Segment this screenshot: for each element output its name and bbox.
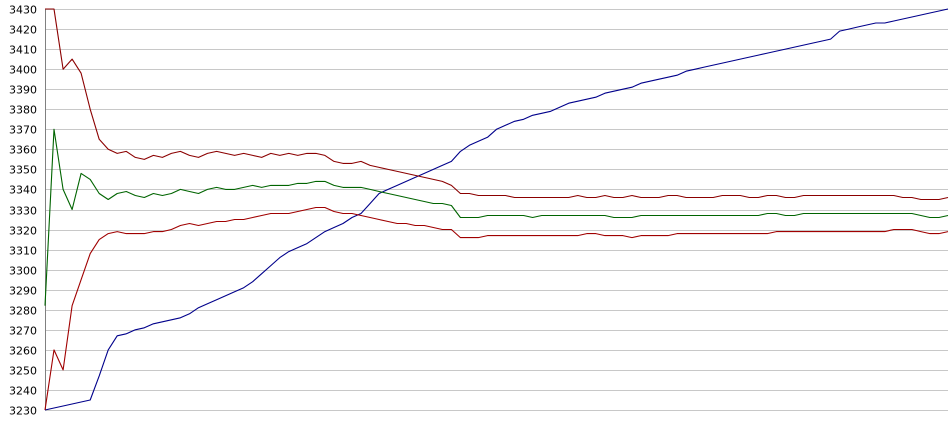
- y-tick-label-3400: 3400: [9, 64, 37, 77]
- y-tick-label-3260: 3260: [9, 345, 37, 358]
- series-line-3: [44, 128, 949, 306]
- y-tick-label-3250: 3250: [9, 365, 37, 378]
- y-tick-label-3270: 3270: [9, 325, 37, 338]
- y-tick-label-3430: 3430: [9, 4, 37, 17]
- y-tick-label-3350: 3350: [9, 164, 37, 177]
- y-tick-label-3310: 3310: [9, 245, 37, 258]
- y-tick-label-3410: 3410: [9, 44, 37, 57]
- y-tick-label-3320: 3320: [9, 225, 37, 238]
- y-tick-label-3280: 3280: [9, 305, 37, 318]
- series-line-2: [45, 8, 949, 201]
- y-tick-label-3370: 3370: [9, 124, 37, 137]
- series-line-1: [44, 8, 949, 411]
- y-tick-label-3360: 3360: [9, 144, 37, 157]
- y-tick-label-3230: 3230: [9, 405, 37, 418]
- y-tick-label-3300: 3300: [9, 265, 37, 278]
- y-tick-label-3330: 3330: [9, 205, 37, 218]
- y-tick-label-3420: 3420: [9, 24, 37, 37]
- y-tick-label-3380: 3380: [9, 104, 37, 117]
- y-axis-tick-labels: 3430 3420 3410 3400 3390 3380 3370 3360 3350 3340…: [9, 4, 37, 418]
- y-tick-label-3290: 3290: [9, 285, 37, 298]
- y-tick-label-3390: 3390: [9, 84, 37, 97]
- series-line-4: [44, 206, 949, 411]
- y-tick-label-3240: 3240: [9, 385, 37, 398]
- series-layer: [44, 8, 949, 411]
- grid-layer: [45, 9, 948, 411]
- y-tick-label-3340: 3340: [9, 184, 37, 197]
